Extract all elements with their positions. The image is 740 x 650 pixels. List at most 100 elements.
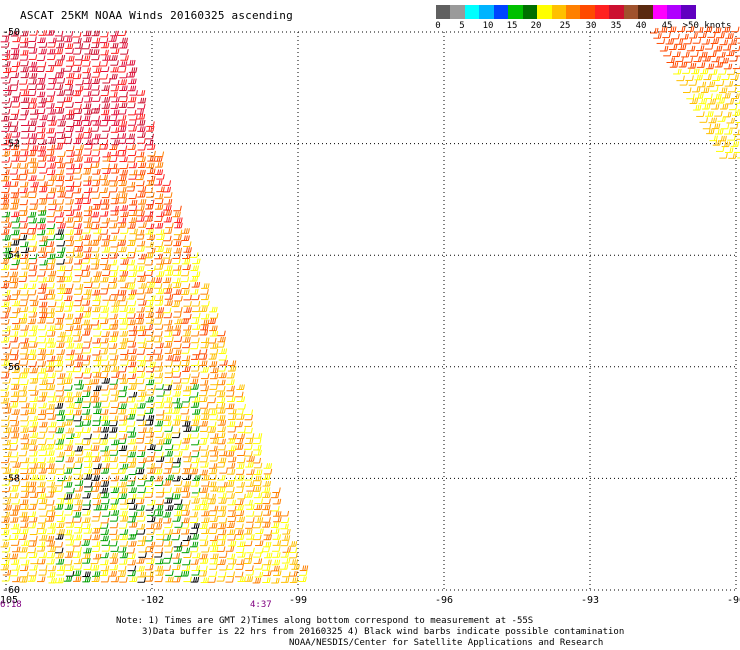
wind-barb <box>36 108 46 115</box>
wind-barb <box>19 306 29 313</box>
wind-barb <box>90 486 100 492</box>
wind-barb <box>100 90 110 97</box>
wind-barb <box>155 451 164 458</box>
wind-barb <box>10 474 19 480</box>
wind-barb <box>200 373 210 380</box>
wind-barb <box>39 427 48 433</box>
wind-barb <box>54 30 64 37</box>
wind-barb <box>128 205 138 211</box>
wind-barb <box>164 294 174 300</box>
wind-barb <box>84 481 93 488</box>
wind-barb <box>137 409 146 416</box>
wind-barb <box>100 109 110 116</box>
wind-barb <box>181 528 190 535</box>
wind-barb <box>117 468 127 474</box>
wind-barb <box>56 373 66 379</box>
wind-barb <box>74 348 84 355</box>
wind-barb <box>109 55 118 61</box>
wind-barb <box>73 37 82 44</box>
wind-barb <box>28 541 37 547</box>
wind-barb <box>173 205 182 212</box>
wind-barb <box>117 295 127 302</box>
wind-barb <box>145 139 154 146</box>
wind-barb <box>719 87 728 94</box>
wind-barb <box>715 128 724 135</box>
wind-barb <box>262 577 271 583</box>
wind-barb <box>65 319 75 325</box>
legend-label: 25 <box>559 21 571 31</box>
wind-barb <box>154 372 164 379</box>
wind-barb <box>137 276 146 282</box>
wind-barb <box>699 51 708 58</box>
wind-barb <box>181 517 190 524</box>
wind-barb <box>74 499 83 506</box>
wind-barb <box>82 103 92 109</box>
wind-barb <box>686 26 695 32</box>
wind-barb <box>0 312 10 319</box>
wind-barb <box>128 355 137 361</box>
wind-barb <box>84 282 93 288</box>
wind-barb <box>155 307 165 313</box>
wind-barb <box>673 68 682 75</box>
wind-barb <box>145 432 155 438</box>
wind-barb <box>253 449 262 456</box>
wind-barb <box>20 66 29 73</box>
wind-barb <box>2 342 11 349</box>
wind-barb <box>64 258 73 264</box>
wind-barb <box>56 349 66 355</box>
wind-barb <box>28 468 37 474</box>
legend-swatch <box>522 5 538 19</box>
wind-barb <box>128 162 138 169</box>
wind-barb <box>253 534 262 541</box>
wind-barb <box>146 282 156 288</box>
wind-barb <box>9 138 19 144</box>
wind-barb <box>54 84 64 90</box>
wind-barb <box>155 570 164 576</box>
wind-barb <box>680 33 689 40</box>
wind-barb <box>47 439 56 446</box>
wind-barb <box>711 123 721 130</box>
wind-barb <box>100 384 109 391</box>
wind-barb <box>120 55 129 61</box>
wind-barb <box>736 73 740 75</box>
wind-barb <box>82 576 91 583</box>
wind-barb <box>117 276 127 282</box>
wind-barb <box>163 553 173 559</box>
wind-barb <box>137 385 147 391</box>
wind-barb <box>244 438 254 445</box>
wind-barb <box>46 90 56 97</box>
wind-barb <box>235 504 244 511</box>
wind-barb <box>20 438 30 445</box>
wind-barb <box>0 203 10 210</box>
wind-barb <box>99 210 109 217</box>
wind-barb <box>45 443 55 450</box>
wind-barb <box>72 540 82 547</box>
wind-barb <box>210 553 219 560</box>
wind-barb <box>92 469 101 475</box>
wind-barb <box>135 318 145 325</box>
wind-barb <box>118 120 128 127</box>
wind-barb <box>47 115 56 122</box>
wind-barb <box>63 96 73 103</box>
wind-barb <box>208 571 218 577</box>
wind-barb <box>127 565 137 572</box>
wind-barb <box>74 480 84 486</box>
wind-barb <box>37 409 47 416</box>
wind-barb <box>56 90 66 96</box>
wind-barb <box>146 456 155 462</box>
wind-barb <box>30 145 39 151</box>
wind-barb <box>28 270 37 277</box>
wind-barb <box>56 127 66 134</box>
wind-barb <box>128 384 137 390</box>
wind-barb <box>45 96 55 103</box>
wind-barb <box>685 75 694 81</box>
wind-barb <box>11 131 21 138</box>
wind-barb <box>181 437 191 444</box>
wind-barb <box>29 253 38 260</box>
wind-barb <box>173 312 182 318</box>
wind-barb <box>9 553 19 560</box>
wind-barb <box>145 180 155 186</box>
wind-barb <box>227 365 237 372</box>
wind-barb <box>111 96 120 103</box>
wind-barb <box>91 527 101 534</box>
